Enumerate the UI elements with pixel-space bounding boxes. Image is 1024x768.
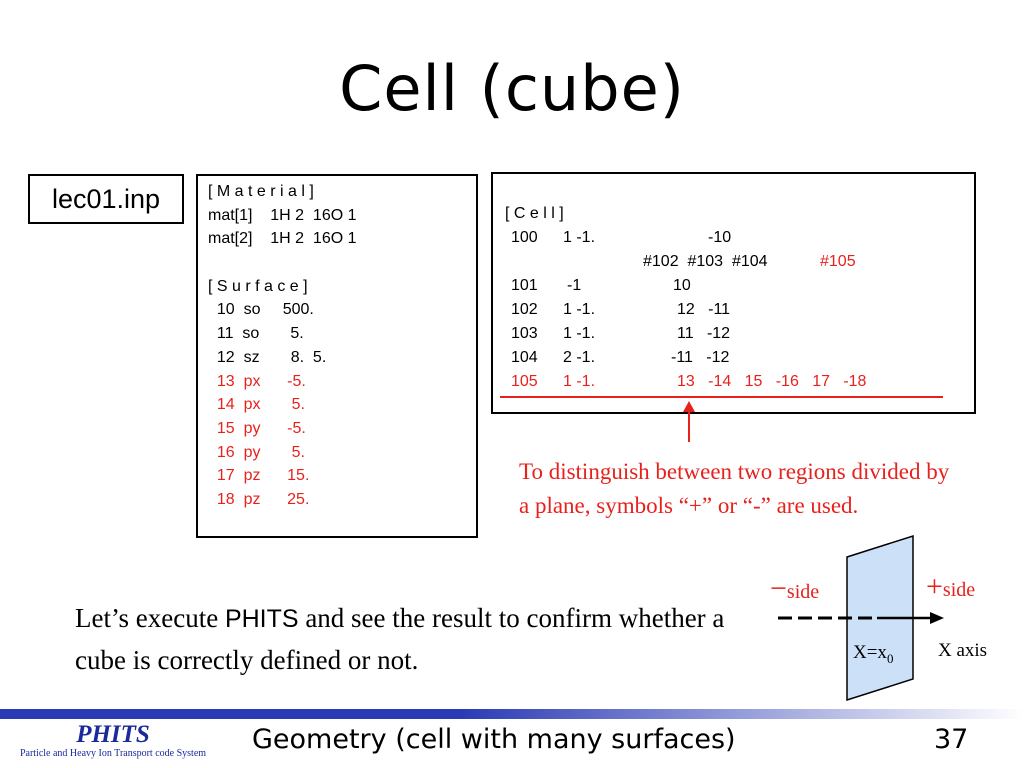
footer-bar — [0, 709, 1024, 719]
code-line: 11 so 5. — [208, 325, 304, 343]
cell-row-105: 105 1 -1. 13 -14 15 -16 17 -18 — [505, 370, 974, 394]
cell-mat: 1 -1. — [563, 229, 596, 246]
code-line: 18 pz 25. — [208, 490, 310, 508]
sign-note: To distinguish between two regions divid… — [519, 459, 950, 518]
plus-symbol: + — [926, 570, 943, 603]
page-number: 37 — [934, 724, 969, 755]
code-line: 14 px 5. — [208, 396, 305, 414]
cell-mat: -1 — [567, 277, 582, 294]
cell-id: 101 — [511, 277, 538, 294]
material-surface-box: [ M a t e r i a l ] mat[1] 1H 2 16O 1 mat[… — [196, 174, 478, 538]
axis-label: X axis — [938, 640, 988, 661]
logo-subtitle: Particle and Heavy Ion Transport code Sy… — [19, 748, 207, 759]
file-label: lec01.inp — [28, 174, 184, 224]
cell-geom: 11 -12 — [677, 325, 731, 342]
cell-header: [ C e l l ] — [505, 202, 974, 226]
cell-geom: 10 — [673, 277, 691, 294]
cell-box: [ C e l l ] 100 1 -1. -10 #102 #103 #104… — [491, 172, 976, 414]
code-line: 12 sz 8. 5. — [208, 348, 327, 366]
plus-side-text: side — [942, 579, 976, 601]
cell-row-102: 102 1 -1. 12 -11 — [505, 298, 974, 322]
cell-geom: -10 — [708, 229, 732, 246]
logo-text: PHITS — [76, 721, 150, 748]
instruction-text: Let’s execute PHITS and see the result t… — [75, 598, 755, 681]
cell-geom: -11 -12 — [671, 349, 730, 366]
plane-diagram: −side +side X=x0 X axis — [760, 530, 1020, 710]
code-line — [208, 251, 476, 275]
phits-logo: PHITS Particle and Heavy Ion Transport c… — [8, 722, 218, 760]
cell-id: 105 — [511, 373, 538, 390]
cell-mat: 1 -1. — [563, 325, 596, 342]
cell-id: 102 — [511, 301, 538, 318]
minus-symbol: − — [770, 572, 787, 605]
cell-row-101: 101 -1 10 — [505, 274, 974, 298]
cell-geom: 12 -11 — [677, 301, 731, 318]
plus-side-label: +side — [926, 570, 975, 604]
code-line: mat[2] 1H 2 16O 1 — [208, 230, 357, 248]
plane-label-sub: 0 — [886, 650, 894, 666]
up-arrow-icon — [683, 401, 695, 412]
code-line: 13 px -5. — [208, 372, 306, 390]
instruction-part1: Let’s execute — [75, 603, 225, 633]
cell-id: 103 — [511, 325, 538, 342]
minus-side-text: side — [786, 581, 820, 603]
highlight-underline — [500, 396, 943, 398]
code-line: 10 so 500. — [208, 301, 314, 319]
cell-row-100-cont: #102 #103 #104 #105 — [505, 250, 974, 274]
cell-mat: 2 -1. — [563, 349, 596, 366]
slide-title: Cell (cube) — [339, 52, 685, 125]
cell-row-103: 103 1 -1. 11 -12 — [505, 322, 974, 346]
cell-exclusion-105: #105 — [820, 253, 856, 270]
arrow-shaft — [688, 408, 690, 442]
code-line: 17 pz 15. — [208, 467, 310, 485]
plane-label-main: X=x — [853, 642, 887, 663]
cell-geom: 13 -14 15 -16 17 -18 — [677, 373, 867, 390]
cell-row-104: 104 2 -1. -11 -12 — [505, 346, 974, 370]
cell-row-100: 100 1 -1. -10 — [505, 226, 974, 250]
plane-label: X=x0 — [853, 642, 893, 667]
cell-id: 100 — [511, 229, 538, 246]
plane-svg — [778, 534, 944, 702]
cell-exclusions: #102 #103 #104 — [643, 253, 768, 270]
cell-mat: 1 -1. — [563, 301, 596, 318]
cell-mat: 1 -1. — [563, 373, 596, 390]
cell-id: 104 — [511, 349, 538, 366]
footer-title: Geometry (cell with many surfaces) — [252, 724, 736, 755]
code-line: mat[1] 1H 2 16O 1 — [208, 206, 357, 224]
code-line: 16 py 5. — [208, 443, 305, 461]
code-line: 15 py -5. — [208, 419, 306, 437]
phits-name: PHITS — [224, 605, 299, 633]
instruction-part2: and see the result to confirm whether a … — [75, 603, 725, 675]
cell-header-text: [ C e l l ] — [505, 205, 564, 222]
code-line: [ S u r f a c e ] — [208, 277, 308, 295]
code-line: [ M a t e r i a l ] — [208, 183, 314, 200]
minus-side-label: −side — [770, 572, 819, 606]
axis-arrow-icon — [930, 612, 944, 624]
